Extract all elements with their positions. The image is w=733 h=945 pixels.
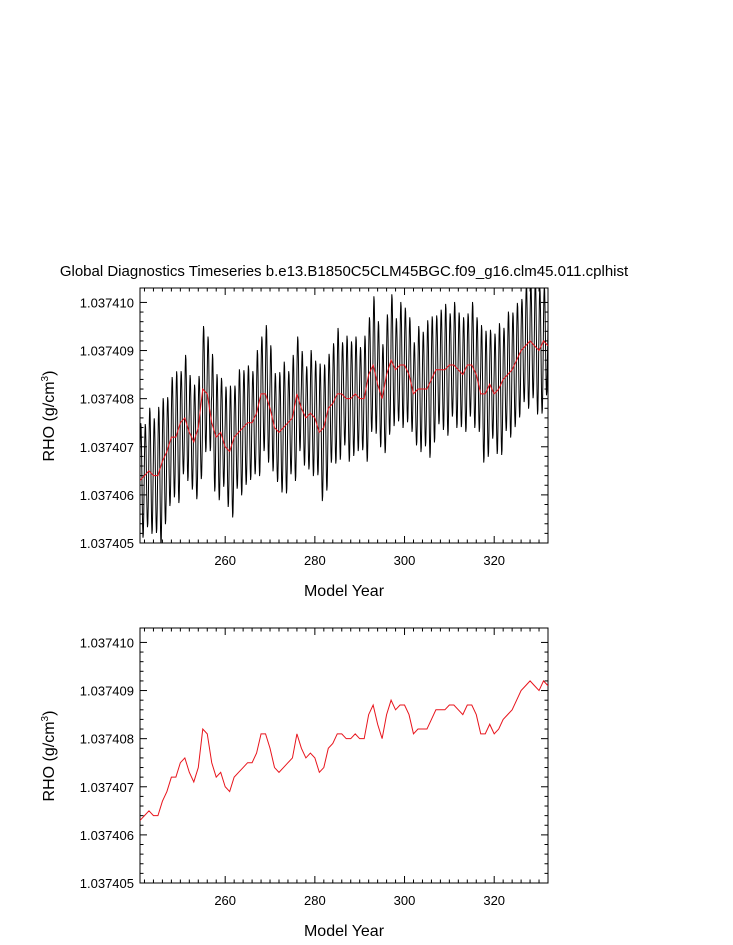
x-tick-label: 300 bbox=[394, 893, 416, 908]
top-panel: 260 280 300 320 1.0374051.0374061.0374071.0… bbox=[40, 287, 549, 600]
top-x-ticks: 260 280 300 320 bbox=[143, 288, 549, 568]
x-tick-label: 260 bbox=[214, 893, 236, 908]
y-tick-label: 1.037405 bbox=[80, 536, 134, 551]
x-tick-label: 260 bbox=[214, 553, 236, 568]
figure-title: Global Diagnostics Timeseries b.e13.B185… bbox=[60, 263, 629, 280]
top-x-axis-label: Model Year bbox=[304, 583, 385, 600]
top-monthly-series bbox=[140, 288, 548, 543]
y-tick-label: 1.037406 bbox=[80, 828, 134, 843]
top-plot-frame bbox=[139, 287, 549, 544]
y-tick-label: 1.037407 bbox=[80, 440, 134, 455]
top-y-ticks: 1.037405 1.037406 1.037407 1.037408 1.037409… bbox=[80, 295, 548, 551]
bottom-plot-frame bbox=[139, 627, 549, 884]
annual-line bbox=[140, 680, 548, 821]
top-annual-series bbox=[140, 340, 548, 481]
y-tick-label: 1.037410 bbox=[80, 295, 134, 310]
x-tick-label: 320 bbox=[483, 553, 505, 568]
y-tick-label: 1.037405 bbox=[80, 876, 134, 891]
x-tick-label: 280 bbox=[304, 893, 326, 908]
bottom-panel: 260 280 300 320 1.0374051.0374061.0374071.0… bbox=[40, 627, 549, 940]
y-tick-label: 1.037409 bbox=[80, 344, 134, 359]
annual-line bbox=[140, 340, 548, 481]
x-tick-label: 300 bbox=[394, 553, 416, 568]
bottom-y-axis-label: RHO (g/cm3) bbox=[40, 711, 58, 802]
bottom-annual-series bbox=[140, 680, 548, 821]
monthly-line bbox=[140, 288, 548, 543]
top-y-axis-label: RHO (g/cm3) bbox=[40, 371, 58, 462]
y-tick-label: 1.037407 bbox=[80, 780, 134, 795]
y-tick-label: 1.037408 bbox=[80, 732, 134, 747]
x-tick-label: 280 bbox=[304, 553, 326, 568]
bottom-x-ticks: 260 280 300 320 bbox=[143, 628, 549, 908]
y-tick-label: 1.037409 bbox=[80, 684, 134, 699]
y-tick-label: 1.037408 bbox=[80, 392, 134, 407]
bottom-x-axis-label: Model Year bbox=[304, 923, 385, 940]
x-tick-label: 320 bbox=[483, 893, 505, 908]
y-tick-label: 1.037406 bbox=[80, 488, 134, 503]
bottom-y-ticks: 1.037405 1.037406 1.037407 1.037408 1.037409… bbox=[80, 635, 548, 891]
y-tick-label: 1.037410 bbox=[80, 635, 134, 650]
